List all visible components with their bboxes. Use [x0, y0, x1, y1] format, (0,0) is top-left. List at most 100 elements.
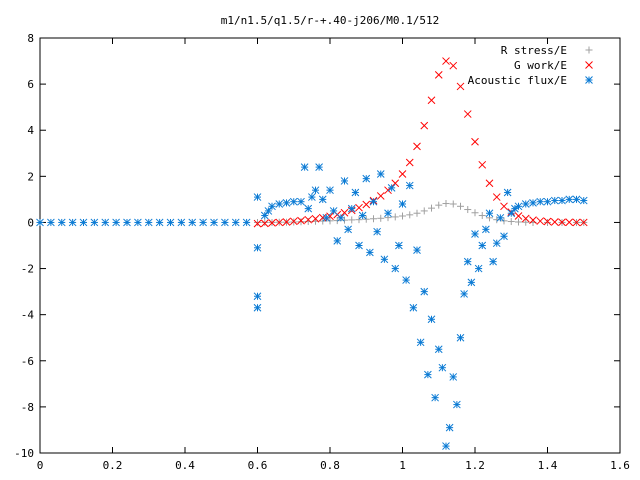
point: [123, 218, 131, 227]
point: [449, 373, 458, 381]
point: [529, 216, 537, 224]
point: [482, 225, 490, 234]
point: [177, 218, 186, 227]
x-tick-label: 1: [399, 459, 406, 472]
point: [253, 243, 262, 252]
point: [322, 213, 331, 222]
point: [268, 202, 276, 211]
point: [507, 209, 516, 218]
point: [373, 227, 381, 236]
y-tick-label: -6: [21, 355, 34, 368]
point: [275, 200, 284, 208]
point: [521, 200, 530, 208]
y-tick-label: 2: [27, 170, 34, 183]
y-tick-label: -4: [21, 309, 35, 322]
legend-marker: [585, 76, 593, 84]
point: [398, 200, 407, 208]
point: [347, 204, 356, 213]
legend-marker: [585, 46, 593, 54]
point: [101, 218, 110, 227]
point: [318, 195, 327, 204]
x-tick-label: 1.2: [465, 459, 485, 472]
point: [90, 218, 99, 227]
y-tick-label: 0: [27, 216, 34, 229]
point: [543, 217, 552, 226]
point: [427, 315, 436, 324]
legend-label: Acoustic flux/E: [468, 74, 567, 87]
point: [337, 213, 345, 222]
point: [344, 225, 352, 234]
point: [453, 400, 461, 409]
point: [492, 239, 501, 248]
point: [435, 201, 443, 209]
point: [529, 198, 537, 207]
point: [380, 255, 389, 264]
point: [449, 200, 457, 208]
point: [348, 216, 356, 224]
point: [442, 57, 450, 65]
point: [420, 207, 428, 215]
point: [464, 206, 472, 214]
point: [377, 214, 385, 222]
point: [550, 218, 559, 226]
legend-marker: [585, 61, 593, 69]
legend-label: G work/E: [514, 59, 567, 72]
point: [558, 218, 566, 227]
axis-ticks: 0 0.2 0.4 0.6 0.8 1 1.2 1.4 1.6 -10 -8 -6 -4 -2 0 2 4 6 8: [14, 32, 630, 472]
series-2: [36, 163, 588, 450]
point: [558, 196, 566, 205]
point: [300, 163, 309, 171]
point: [463, 110, 472, 118]
point: [355, 216, 363, 224]
point: [297, 218, 305, 226]
point: [521, 214, 530, 223]
point: [442, 200, 450, 208]
point: [543, 197, 552, 206]
point: [536, 217, 545, 225]
point: [416, 338, 425, 347]
point: [445, 423, 454, 432]
point: [402, 276, 410, 284]
point: [253, 193, 262, 201]
point: [268, 219, 276, 227]
point: [155, 218, 164, 227]
point: [460, 290, 468, 298]
point: [391, 213, 399, 221]
x-tick-label: 0.8: [320, 459, 340, 472]
x-tick-label: 1.4: [538, 459, 558, 472]
point: [221, 218, 229, 227]
point: [333, 217, 341, 225]
point: [242, 218, 251, 227]
point: [431, 393, 439, 402]
point: [315, 163, 323, 171]
point: [355, 241, 363, 250]
point: [297, 216, 305, 225]
chart-title: m1/n1.5/q1.5/r-+.40-j206/M0.1/512: [221, 14, 440, 27]
point: [311, 186, 320, 195]
point: [282, 198, 291, 207]
point: [79, 218, 88, 227]
point: [474, 264, 483, 273]
point: [297, 197, 305, 206]
point: [304, 204, 313, 213]
point: [36, 218, 44, 227]
point: [326, 186, 334, 195]
point: [112, 218, 120, 227]
point: [369, 197, 378, 206]
point: [340, 177, 349, 185]
point: [362, 174, 371, 183]
x-tick-label: 0.2: [103, 459, 123, 472]
point: [413, 246, 421, 254]
y-tick-label: 8: [27, 32, 34, 45]
legend: R stress/E G work/E Acoustic flux/E: [468, 44, 593, 87]
point: [199, 218, 207, 227]
point: [467, 278, 476, 287]
series-1: [253, 57, 588, 228]
point: [579, 218, 588, 227]
point: [47, 218, 55, 227]
point: [485, 179, 494, 188]
point: [391, 264, 400, 273]
point: [507, 218, 515, 226]
point: [449, 61, 458, 70]
